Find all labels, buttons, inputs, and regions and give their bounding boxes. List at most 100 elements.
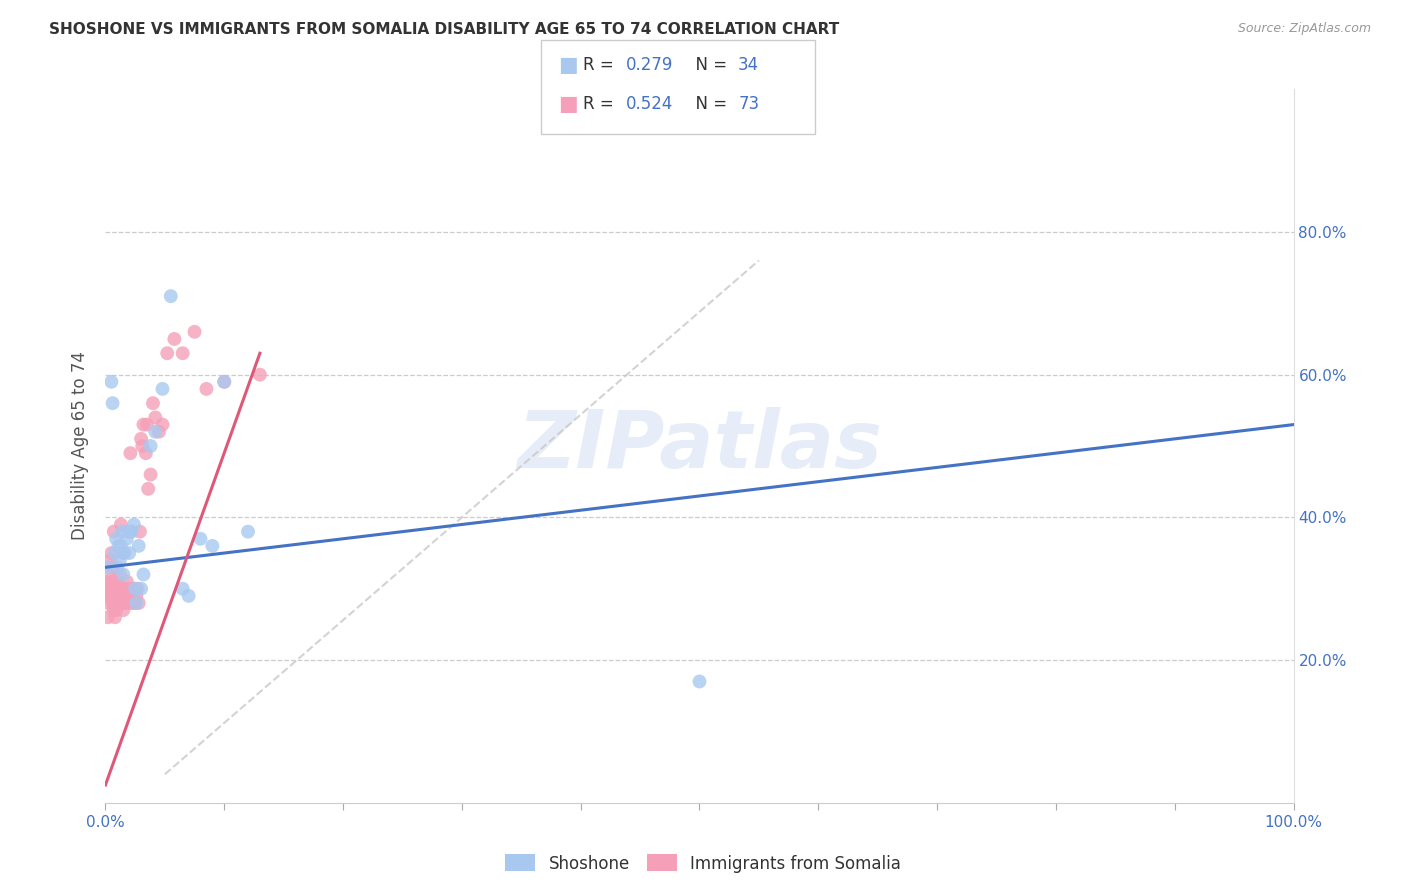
Point <box>105 589 128 603</box>
Point <box>104 596 127 610</box>
Point <box>152 382 174 396</box>
Point <box>115 532 138 546</box>
Point <box>101 396 124 410</box>
Point <box>117 524 139 539</box>
Point <box>104 546 127 560</box>
Point <box>117 589 139 603</box>
Point <box>97 610 120 624</box>
Point <box>100 546 122 560</box>
Point <box>98 567 121 582</box>
Point <box>108 589 131 603</box>
Point <box>135 446 157 460</box>
Point <box>177 589 200 603</box>
Text: SHOSHONE VS IMMIGRANTS FROM SOMALIA DISABILITY AGE 65 TO 74 CORRELATION CHART: SHOSHONE VS IMMIGRANTS FROM SOMALIA DISA… <box>49 22 839 37</box>
Point <box>122 517 145 532</box>
Point <box>115 596 138 610</box>
Point <box>190 532 212 546</box>
Point <box>112 546 135 560</box>
Point <box>128 539 150 553</box>
Point <box>101 596 124 610</box>
Point <box>105 532 128 546</box>
Point <box>156 346 179 360</box>
Point <box>104 589 127 603</box>
Point <box>105 582 128 596</box>
Text: R =: R = <box>583 56 620 74</box>
Text: N =: N = <box>685 95 733 113</box>
Point <box>201 539 224 553</box>
Point <box>98 574 121 589</box>
Text: 73: 73 <box>738 95 759 113</box>
Point <box>98 553 121 567</box>
Point <box>108 567 131 582</box>
Point <box>172 346 194 360</box>
Point <box>136 482 159 496</box>
Point <box>118 596 141 610</box>
Point <box>110 539 132 553</box>
Point <box>111 596 134 610</box>
Point <box>115 574 138 589</box>
Text: N =: N = <box>685 56 733 74</box>
Point <box>112 567 135 582</box>
Point <box>214 375 236 389</box>
Text: 34: 34 <box>738 56 759 74</box>
Point <box>105 582 128 596</box>
Point <box>139 467 162 482</box>
Point <box>143 410 166 425</box>
Point <box>110 517 132 532</box>
Point <box>128 596 150 610</box>
Point <box>214 375 236 389</box>
Point <box>103 524 125 539</box>
Point <box>100 589 122 603</box>
Point <box>97 560 120 574</box>
Point <box>114 589 136 603</box>
Text: ■: ■ <box>558 95 578 114</box>
Point <box>108 553 131 567</box>
Point <box>114 596 136 610</box>
Point <box>104 610 127 624</box>
Point <box>105 574 128 589</box>
Point <box>139 439 162 453</box>
Text: 0.279: 0.279 <box>626 56 673 74</box>
Point <box>122 582 145 596</box>
Point <box>152 417 174 432</box>
Text: ■: ■ <box>558 55 578 75</box>
Legend: Shoshone, Immigrants from Somalia: Shoshone, Immigrants from Somalia <box>499 847 907 880</box>
Text: R =: R = <box>583 95 620 113</box>
Point <box>129 432 152 446</box>
Point <box>105 560 128 574</box>
Point <box>100 375 122 389</box>
Point <box>120 446 142 460</box>
Point <box>124 582 146 596</box>
Point <box>101 560 124 574</box>
Point <box>143 425 166 439</box>
Point <box>689 674 711 689</box>
Text: ZIPatlas: ZIPatlas <box>517 407 882 485</box>
Point <box>159 289 181 303</box>
Point <box>107 539 129 553</box>
Point <box>107 589 129 603</box>
Point <box>148 425 170 439</box>
Point <box>114 546 136 560</box>
Y-axis label: Disability Age 65 to 74: Disability Age 65 to 74 <box>72 351 90 541</box>
Point <box>103 582 125 596</box>
Point <box>132 567 155 582</box>
Point <box>121 589 143 603</box>
Point <box>121 596 143 610</box>
Text: 0.524: 0.524 <box>626 95 673 113</box>
Point <box>101 574 124 589</box>
Point <box>112 603 135 617</box>
Point <box>96 582 118 596</box>
Point <box>114 582 136 596</box>
Point <box>111 524 134 539</box>
Point <box>163 332 186 346</box>
Point <box>172 582 194 596</box>
Point <box>131 439 153 453</box>
Point <box>118 582 141 596</box>
Point <box>112 589 135 603</box>
Point <box>121 524 143 539</box>
Point <box>195 382 218 396</box>
Point <box>105 596 128 610</box>
Text: Source: ZipAtlas.com: Source: ZipAtlas.com <box>1237 22 1371 36</box>
Point <box>103 603 125 617</box>
Point <box>114 596 136 610</box>
